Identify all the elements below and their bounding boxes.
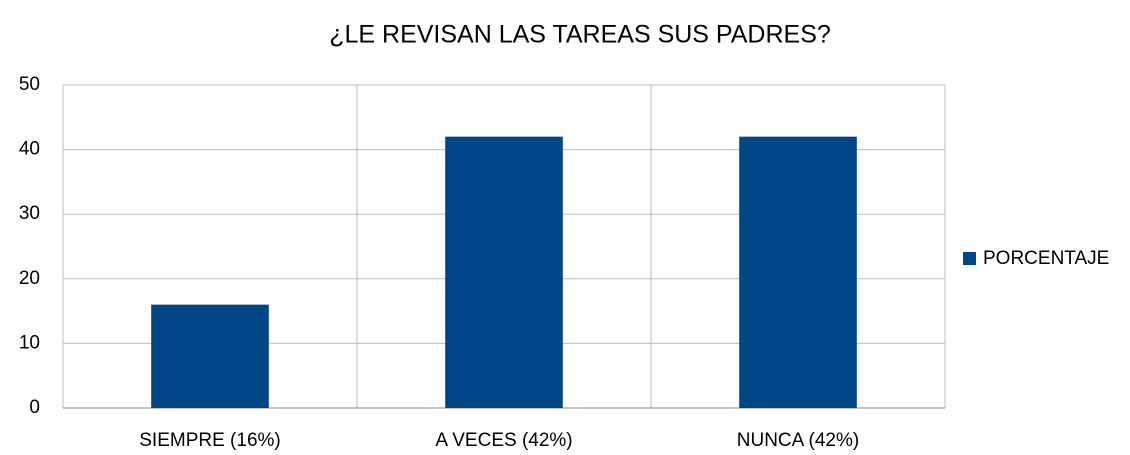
bar [445, 136, 563, 408]
y-tick-label: 30 [19, 203, 40, 224]
bar [151, 304, 269, 408]
legend-label: PORCENTAJE [983, 248, 1109, 269]
y-tick-label: 20 [19, 268, 40, 289]
x-tick-label: A VECES (42%) [435, 430, 572, 451]
x-tick-label: NUNCA (42%) [737, 430, 859, 451]
bar [739, 136, 857, 408]
y-tick-label: 40 [19, 139, 40, 160]
y-tick-label: 0 [29, 397, 40, 418]
y-tick-label: 50 [19, 74, 40, 95]
chart-title: ¿LE REVISAN LAS TAREAS SUS PADRES? [329, 21, 831, 49]
y-tick-label: 10 [19, 332, 40, 353]
legend-swatch [963, 252, 976, 265]
x-tick-label: SIEMPRE (16%) [139, 430, 280, 451]
